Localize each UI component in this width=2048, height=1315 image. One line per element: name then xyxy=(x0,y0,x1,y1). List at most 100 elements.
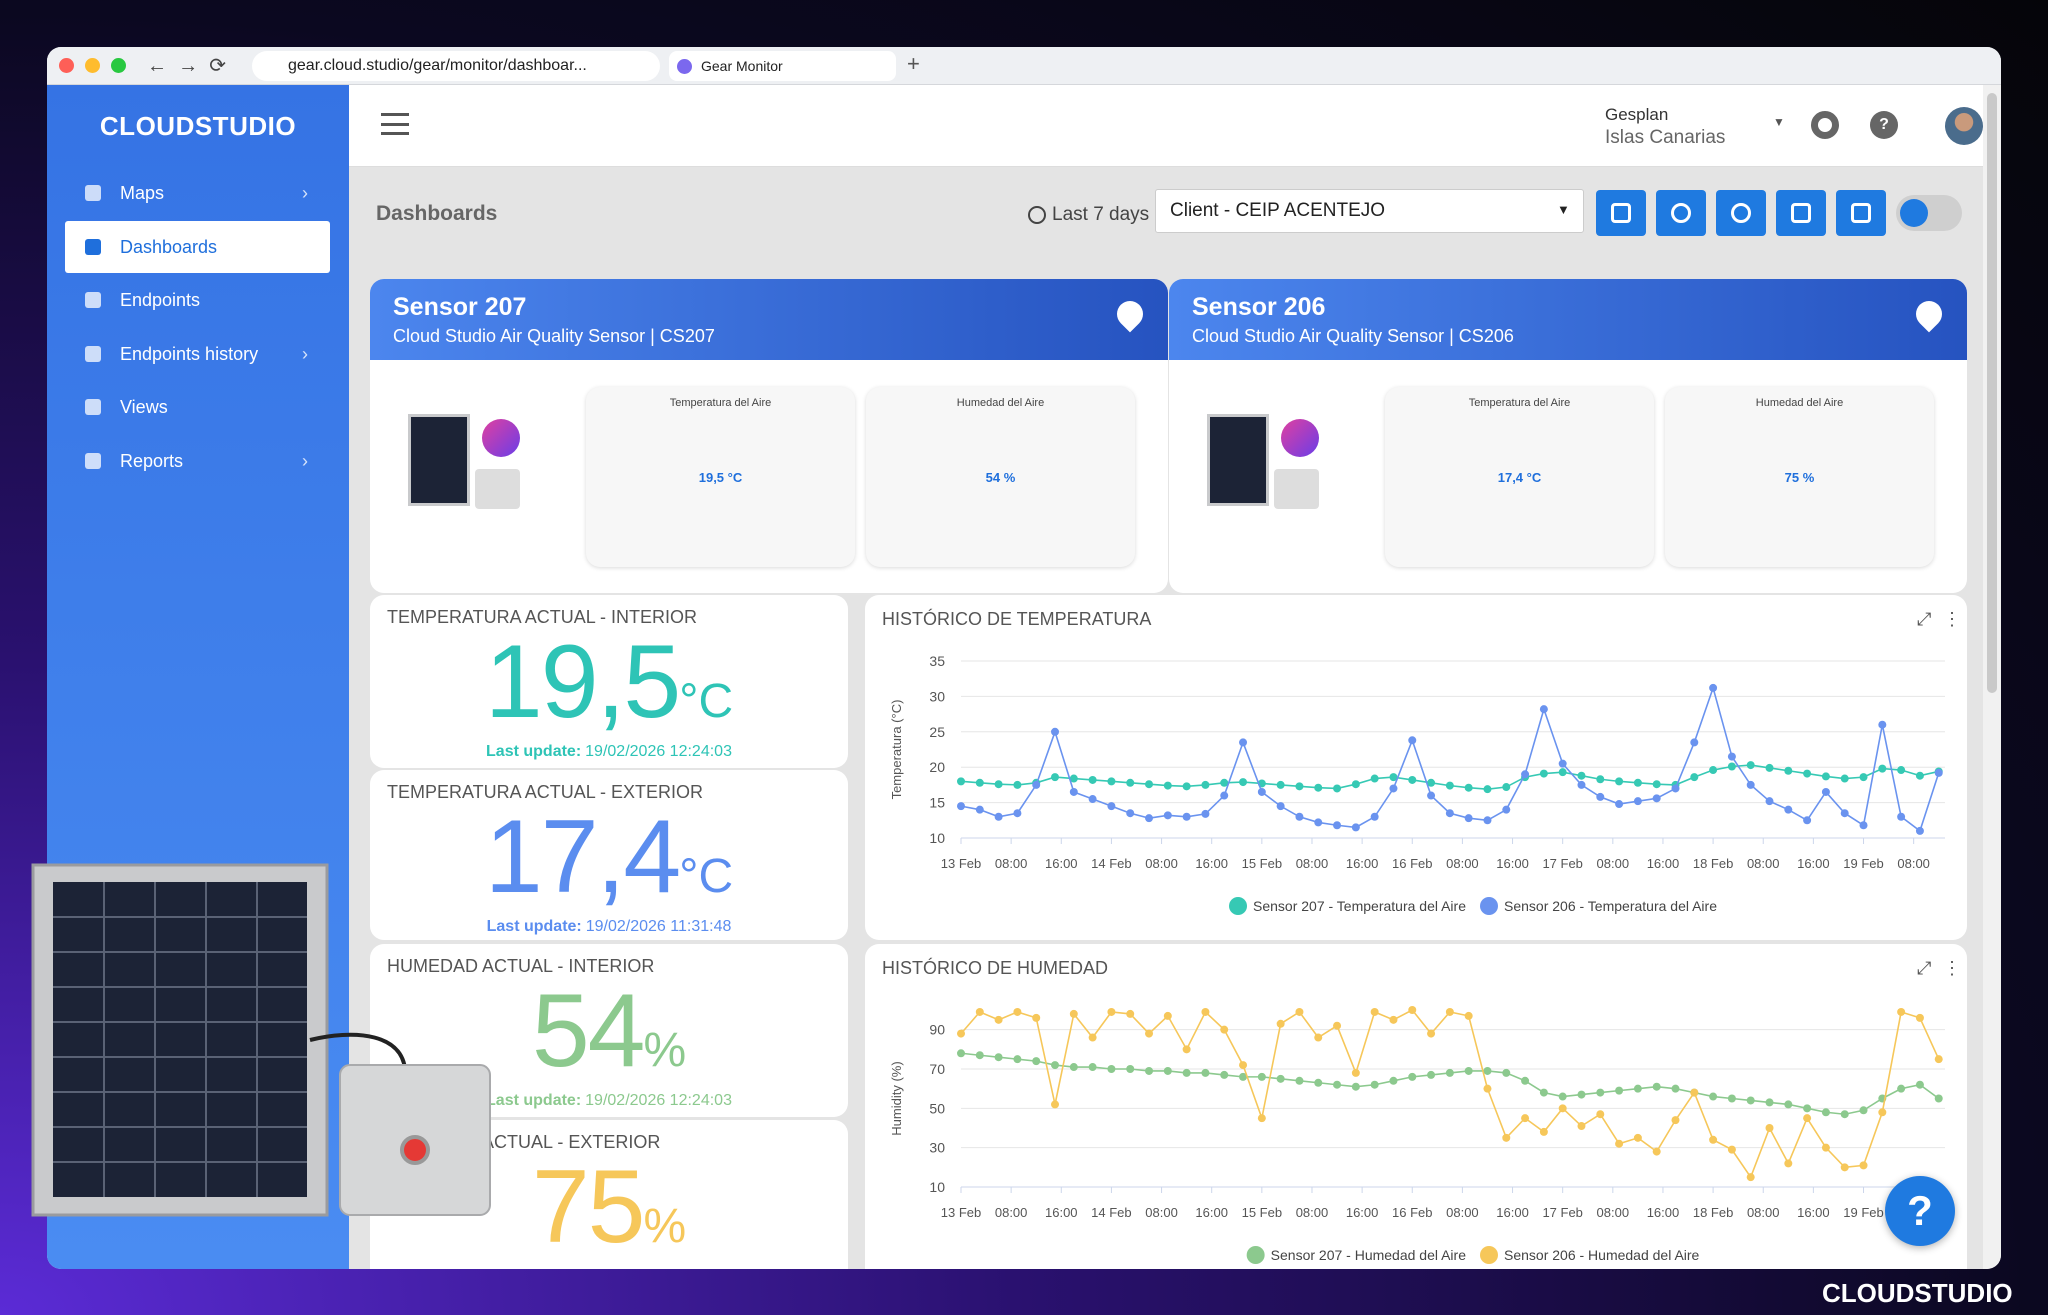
data-point xyxy=(1821,1143,1830,1152)
menu-toggle[interactable] xyxy=(381,113,409,135)
menu-item[interactable]: Maps › xyxy=(65,167,330,219)
expand-icon: ⤢ xyxy=(1917,609,1932,629)
x-tick-label: 08:00 xyxy=(1145,1205,1178,1220)
sensor-card: Sensor 206 Cloud Studio Air Quality Senso… xyxy=(1169,279,1967,593)
x-tick-label: 14 Feb xyxy=(1091,1205,1131,1220)
data-point xyxy=(1182,812,1191,821)
data-point xyxy=(1483,1066,1492,1075)
gauge-value: 75 % xyxy=(1784,470,1815,485)
region-name[interactable]: Islas Canarias xyxy=(1605,127,1726,148)
data-point xyxy=(1163,781,1172,790)
data-point xyxy=(1276,1019,1285,1028)
data-point xyxy=(1878,720,1887,729)
data-point xyxy=(1690,738,1699,747)
data-point xyxy=(1633,797,1642,806)
stat-value: 75% xyxy=(370,1148,848,1267)
data-point xyxy=(1088,795,1097,804)
menu-icon: ⋮ xyxy=(1943,609,1961,629)
avatar[interactable] xyxy=(1945,107,1983,145)
filter-button[interactable] xyxy=(1596,190,1646,236)
last-update: Last update: 19/02/2026 11:31:48 xyxy=(370,1268,848,1269)
open-external-button[interactable] xyxy=(1836,190,1886,236)
close-dot[interactable] xyxy=(59,58,74,73)
help-fab[interactable]: ? xyxy=(1885,1176,1955,1246)
data-point xyxy=(1257,787,1266,796)
data-point xyxy=(1765,763,1774,772)
x-tick-label: 08:00 xyxy=(1446,856,1479,871)
gauge-value: 54 % xyxy=(985,470,1016,485)
data-point xyxy=(1013,1007,1022,1016)
y-tick-label: 20 xyxy=(929,759,945,775)
data-point xyxy=(957,802,965,811)
max-dot[interactable] xyxy=(111,58,126,73)
data-point xyxy=(1897,1084,1906,1093)
sensor-name: Sensor 207 xyxy=(393,293,527,321)
scrollbar[interactable] xyxy=(1983,85,2001,1269)
data-point xyxy=(1182,1045,1191,1054)
y-tick-label: 10 xyxy=(929,1179,945,1195)
data-point xyxy=(1915,1013,1924,1022)
data-point xyxy=(1633,778,1642,787)
settings-icon[interactable] xyxy=(1811,111,1839,139)
data-point xyxy=(1709,1135,1718,1144)
help-icon[interactable]: ? xyxy=(1870,111,1898,139)
data-point xyxy=(1671,784,1680,793)
min-dot[interactable] xyxy=(85,58,100,73)
data-point xyxy=(1652,780,1661,789)
sensor-photo xyxy=(1207,414,1269,506)
x-tick-label: 08:00 xyxy=(1897,856,1930,871)
gauge-label: Humedad del Aire xyxy=(1755,397,1844,409)
data-point xyxy=(1370,774,1379,783)
data-point xyxy=(1765,1098,1774,1107)
logo[interactable]: CLOUDSTUDIO xyxy=(99,111,297,141)
period[interactable]: Last 7 days xyxy=(1052,204,1150,225)
new-tab[interactable]: + xyxy=(907,51,920,76)
data-point xyxy=(1709,683,1718,692)
data-point xyxy=(1633,1084,1642,1093)
sensor-model: Cloud Studio Air Quality Sensor | CS206 xyxy=(1192,326,1514,346)
menu-item[interactable]: Views xyxy=(65,381,330,433)
menu-item-active[interactable]: Dashboards xyxy=(65,221,330,273)
tab[interactable]: Gear Monitor xyxy=(669,51,896,81)
menu-item[interactable]: Endpoints xyxy=(65,274,330,326)
share-button[interactable] xyxy=(1716,190,1766,236)
data-point xyxy=(1351,1082,1360,1091)
x-tick-label: 08:00 xyxy=(995,1205,1028,1220)
tab-bar: ← → ⟳ gear.cloud.studio/gear/monitor/das… xyxy=(47,47,2001,85)
menu-item[interactable]: Reports › xyxy=(65,435,330,487)
add-widget-button[interactable] xyxy=(1776,190,1826,236)
dropdown-caret[interactable]: ▼ xyxy=(1773,115,1785,129)
data-point xyxy=(994,1053,1003,1062)
data-point xyxy=(1182,782,1191,791)
data-point xyxy=(1502,805,1511,814)
data-point xyxy=(1521,1114,1530,1123)
client-select[interactable]: Client - CEIP ACENTEJO xyxy=(1155,189,1584,233)
nav-buttons[interactable]: ← → ⟳ xyxy=(147,55,226,77)
data-point xyxy=(1201,1007,1210,1016)
update-label: Last update: xyxy=(486,1092,582,1109)
unit: °C xyxy=(679,850,734,903)
panel-cells xyxy=(53,882,307,1197)
data-point xyxy=(1840,774,1849,783)
clock-icon xyxy=(1028,206,1046,224)
refresh-button[interactable] xyxy=(1656,190,1706,236)
top-header: Gesplan Islas Canarias ▼ ? xyxy=(349,85,1983,167)
x-tick-label: 08:00 xyxy=(1597,1205,1630,1220)
data-point xyxy=(1784,1159,1793,1168)
data-point xyxy=(1069,774,1078,783)
y-tick-label: 50 xyxy=(929,1100,945,1116)
url-bar[interactable]: gear.cloud.studio/gear/monitor/dashboar.… xyxy=(252,51,660,81)
data-point xyxy=(975,805,984,814)
chart: HISTÓRICO DE TEMPERATURA ⤢ ⋮ Temperatura (°… xyxy=(882,608,1961,915)
data-point xyxy=(1746,780,1755,789)
menu-label: Views xyxy=(120,397,168,417)
data-point xyxy=(1389,773,1398,782)
data-point xyxy=(1652,1147,1661,1156)
data-point xyxy=(1126,809,1135,818)
data-point xyxy=(1803,1114,1812,1123)
update-label: Last update: xyxy=(487,1268,582,1269)
gauge-value: 17,4 °C xyxy=(1497,470,1542,485)
org-name[interactable]: Gesplan xyxy=(1605,105,1669,124)
menu-item[interactable]: Endpoints history › xyxy=(65,328,330,380)
lock-toggle[interactable] xyxy=(1896,195,1962,231)
